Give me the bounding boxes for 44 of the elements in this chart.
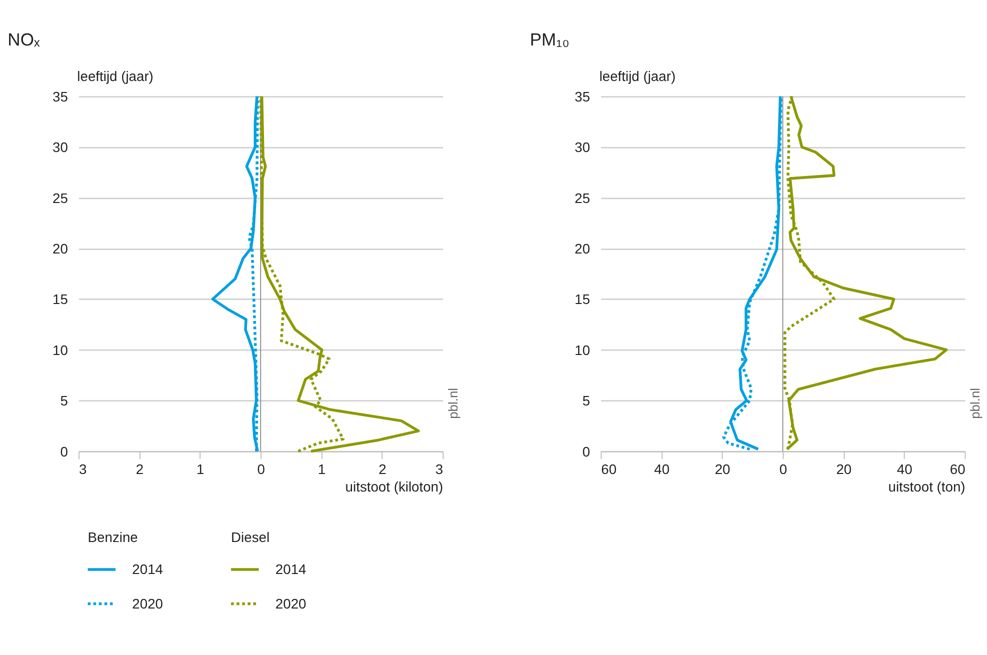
x-tick-label: 1 [318,460,326,477]
y-axis-title: leeftijd (jaar) [77,68,154,84]
y-tick-label: 35 [52,88,68,104]
chart-title: NOₓ [8,30,40,50]
text: Diesel [231,528,270,545]
y-tick-label: 35 [574,88,590,104]
x-tick-label: 0 [257,460,266,477]
y-tick-label: 20 [52,240,68,257]
y-tick-label: 20 [574,240,590,257]
x-tick-label: 20 [714,460,731,477]
x-tick-label: 2 [378,460,387,477]
y-tick-label: 30 [574,139,590,156]
x-tick-label: 60 [601,460,617,477]
legend-label: 2014 [132,561,164,578]
y-tick-label: 0 [582,443,590,460]
x-tick-label: 2 [136,460,144,477]
y-tick-label: 10 [52,342,68,358]
y-tick-label: 10 [574,342,590,358]
chart-title: PM₁₀ [530,30,570,50]
y-tick-label: 25 [574,190,590,206]
x-tick-label: 3 [79,460,88,477]
legend-label: 2020 [275,595,307,612]
y-tick-label: 15 [574,291,590,308]
x-tick-label: 20 [836,460,852,477]
text: pbl.nl [445,388,460,419]
text: Benzine [88,528,138,545]
x-tick-label: 60 [950,460,966,477]
x-axis-title: uitstoot (ton) [888,478,966,494]
y-tick-label: 25 [52,190,68,206]
x-tick-label: 3 [435,460,444,477]
y-tick-label: 0 [60,443,68,460]
x-tick-label: 40 [896,460,913,477]
x-tick-label: 0 [779,460,788,477]
y-tick-label: 5 [60,392,68,409]
text: pbl.nl [968,388,983,419]
y-axis-title: leeftijd (jaar) [599,68,676,84]
x-axis-title: uitstoot (kiloton) [345,478,444,494]
y-tick-label: 15 [52,291,68,308]
x-tick-label: 40 [654,460,670,477]
y-tick-label: 5 [582,392,590,409]
legend-label: 2020 [132,595,164,612]
legend-label: 2014 [275,561,307,578]
x-tick-label: 1 [196,460,205,477]
y-tick-label: 30 [52,139,68,156]
